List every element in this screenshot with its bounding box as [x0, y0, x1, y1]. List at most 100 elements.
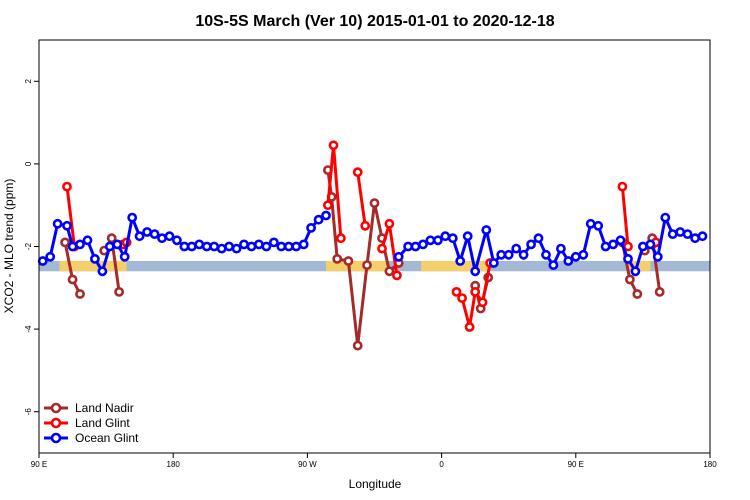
- legend-label: Ocean Glint: [75, 431, 139, 445]
- ocean-glint-point: [615, 235, 626, 246]
- ocean-glint-point: [134, 231, 145, 242]
- land-glint-point: [457, 293, 467, 303]
- ocean-glint-point: [440, 231, 451, 242]
- ocean-glint-point: [608, 239, 618, 250]
- ocean-glint-point: [481, 225, 492, 235]
- land-nadir-point: [75, 289, 85, 299]
- ocean-glint-point: [462, 231, 473, 242]
- y-tick-label: -2: [24, 242, 33, 250]
- ocean-glint-point: [503, 249, 514, 260]
- land-glint-point: [617, 181, 628, 192]
- land-glint-point: [360, 220, 371, 231]
- ocean-glint-point: [253, 239, 264, 250]
- x-tick-label: 90 E: [568, 460, 584, 469]
- land-nadir-point: [352, 340, 363, 351]
- legend-item-ocean-glint: Ocean Glint: [44, 431, 139, 445]
- band-highlight-3: [627, 260, 651, 272]
- ocean-glint-point: [224, 241, 234, 252]
- ocean-glint-point: [600, 241, 611, 252]
- ocean-glint-point: [239, 239, 249, 250]
- land-nadir-point: [632, 289, 643, 299]
- land-glint-point: [335, 233, 346, 244]
- ocean-glint-point: [52, 218, 63, 229]
- ocean-glint-point: [418, 239, 428, 250]
- ocean-glint-point: [321, 210, 331, 221]
- reference-band: [39, 260, 710, 272]
- land-glint-point: [464, 322, 475, 332]
- ocean-glint-point: [298, 239, 309, 250]
- ocean-glint-point: [149, 229, 160, 239]
- ocean-glint-point: [470, 266, 481, 277]
- x-axis-label: Longitude: [349, 477, 402, 491]
- ocean-glint-point: [660, 212, 671, 223]
- y-tick-label: 0: [24, 161, 33, 166]
- ocean-glint-point: [593, 220, 604, 231]
- ocean-glint-point: [393, 251, 404, 262]
- ocean-glint-point: [37, 256, 48, 266]
- ocean-glint-point: [563, 256, 574, 266]
- ocean-glint-point: [62, 220, 72, 231]
- band-highlight-1: [326, 260, 388, 272]
- ocean-glint-point: [268, 237, 279, 248]
- x-tick-label: 180: [703, 460, 717, 469]
- y-tick-label: -6: [24, 408, 33, 416]
- ocean-glint-point: [645, 239, 656, 250]
- land-glint-line-3: [356, 171, 367, 227]
- land-nadir-point: [60, 237, 70, 248]
- ocean-glint-point: [570, 251, 581, 262]
- legend-item-land-glint: Land Glint: [44, 416, 130, 430]
- ocean-glint-point: [119, 251, 130, 262]
- ocean-glint-point: [231, 243, 242, 254]
- ocean-glint-point: [164, 231, 175, 242]
- land-nadir-point: [654, 286, 665, 297]
- land-nadir-point: [332, 253, 343, 264]
- land-glint-line-6: [620, 186, 630, 247]
- ocean-glint-point: [127, 212, 138, 223]
- land-glint-point: [391, 270, 402, 281]
- ocean-glint-point: [511, 243, 522, 254]
- band-highlight-0: [59, 260, 127, 272]
- ocean-glint-point: [104, 241, 115, 252]
- ocean-glint-point: [142, 227, 152, 237]
- land-glint-point: [477, 297, 488, 308]
- series-ocean-glint: [37, 210, 708, 277]
- x-tick-label: 0: [439, 460, 444, 469]
- ocean-glint-point: [455, 256, 466, 266]
- land-glint-point: [322, 200, 333, 211]
- x-tick-label: 90 W: [298, 460, 317, 469]
- ocean-glint-point: [556, 243, 566, 254]
- land-nadir-point: [343, 256, 354, 266]
- series-layer: [37, 140, 708, 351]
- ocean-glint-point: [291, 241, 302, 252]
- ocean-glint-point: [276, 241, 287, 252]
- ocean-glint-point: [194, 239, 205, 250]
- ocean-glint-point: [97, 266, 108, 277]
- y-tick-label: -4: [24, 325, 33, 333]
- x-tick-label: 90 E: [31, 460, 47, 469]
- legend-label: Land Nadir: [75, 401, 134, 415]
- land-nadir-point: [384, 266, 395, 277]
- ocean-glint-point: [690, 233, 700, 244]
- land-nadir-line-2: [326, 169, 400, 348]
- land-nadir-point: [625, 274, 635, 285]
- land-nadir-point: [369, 198, 380, 208]
- ocean-glint-point: [488, 258, 499, 268]
- ocean-glint-point: [533, 233, 544, 244]
- x-axis: 90 E 180 90 W 0 90 E 180: [31, 453, 717, 469]
- ocean-glint-point: [186, 241, 197, 252]
- ocean-glint-point: [585, 218, 596, 229]
- ocean-glint-point: [432, 235, 443, 246]
- ocean-glint-point: [578, 249, 589, 260]
- land-glint-point: [62, 181, 72, 192]
- land-glint-point: [377, 243, 387, 254]
- ocean-glint-point: [75, 239, 85, 250]
- ocean-glint-point: [306, 222, 316, 233]
- land-nadir-point: [362, 260, 372, 270]
- chart-title: 10S-5S March (Ver 10) 2015-01-01 to 2020…: [195, 13, 554, 30]
- x-tick-label: 180: [167, 460, 181, 469]
- y-axis-label: XCO2 - MLO trend (ppm): [2, 179, 16, 314]
- ocean-glint-point: [425, 235, 436, 246]
